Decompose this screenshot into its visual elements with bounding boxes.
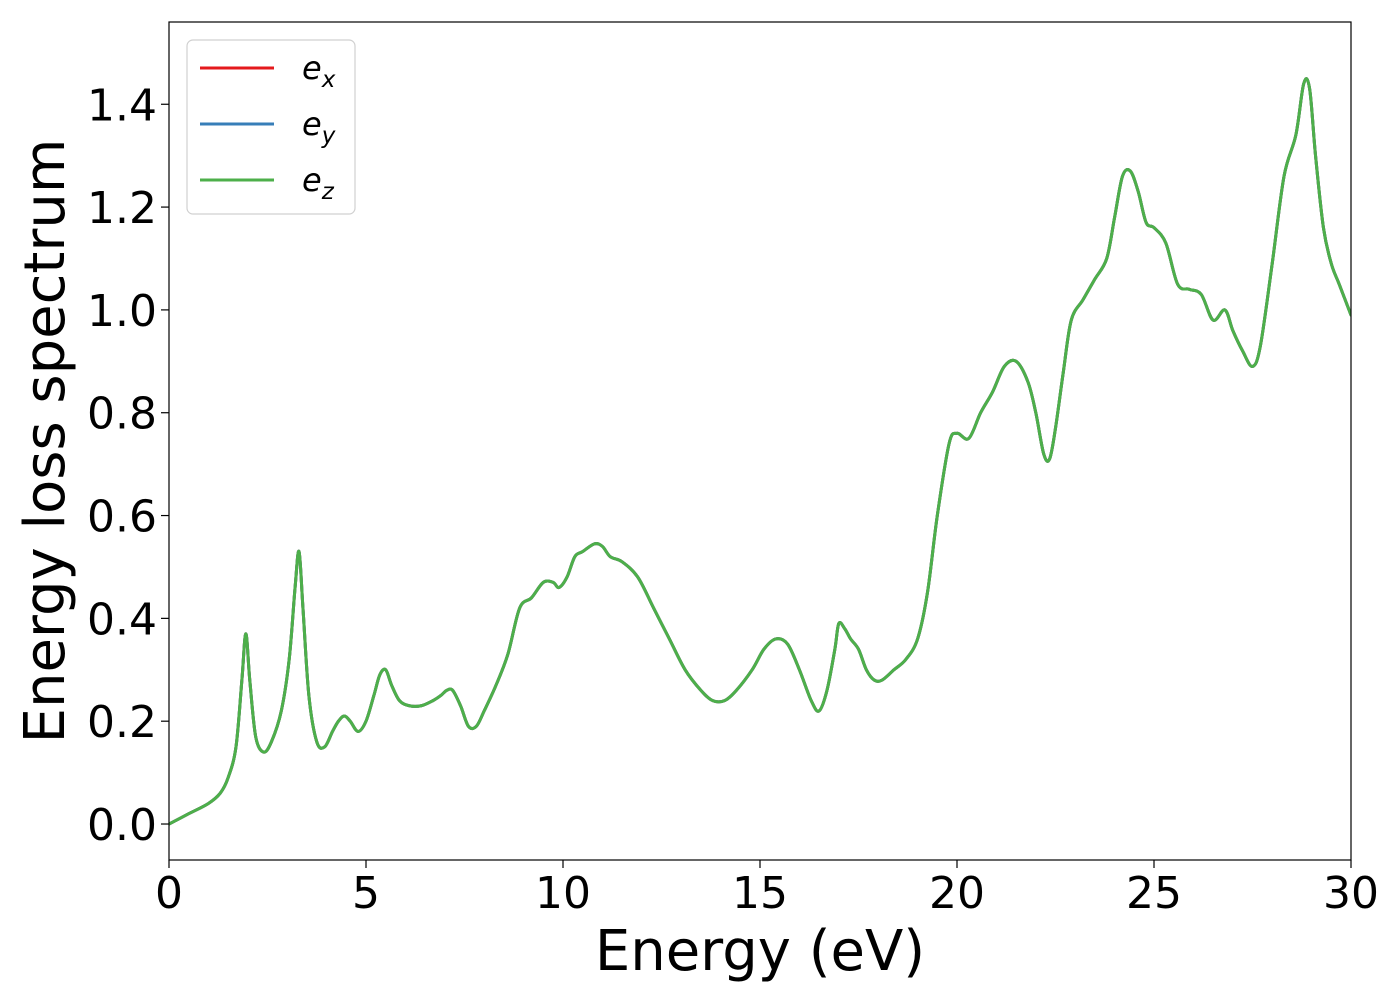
x-axis-label: Energy (eV) [595, 919, 925, 984]
legend-label-ez: ez [302, 161, 335, 205]
legend-label-ex: ex [302, 49, 336, 93]
x-tick-label: 20 [929, 868, 985, 919]
x-tick-label: 5 [352, 868, 380, 919]
y-tick-label: 1.4 [87, 80, 157, 131]
x-tick-label: 15 [732, 868, 788, 919]
series-layer [169, 77, 1351, 826]
y-axis-label: Energy loss spectrum [13, 139, 78, 744]
legend-label-ey: ey [302, 105, 336, 149]
y-tick-label: 0.8 [87, 389, 157, 440]
y-tick-label: 0.0 [87, 800, 157, 851]
legend-box [186, 39, 356, 215]
x-tick-label: 0 [155, 868, 183, 919]
y-axis-ticks: 0.0 0.2 0.4 0.6 0.8 1.0 1.2 1.4 [87, 80, 169, 851]
x-tick-label: 25 [1126, 868, 1182, 919]
series-line-ez [169, 77, 1351, 826]
x-tick-label: 30 [1323, 868, 1379, 919]
y-tick-label: 0.4 [87, 594, 157, 645]
y-tick-label: 0.2 [87, 697, 157, 748]
y-tick-label: 1.0 [87, 286, 157, 337]
legend: ex ey ez [186, 39, 356, 215]
y-tick-label: 0.6 [87, 492, 157, 543]
x-tick-label: 10 [535, 868, 591, 919]
x-axis-ticks: 0 5 10 15 20 25 30 [155, 860, 1379, 919]
y-tick-label: 1.2 [87, 183, 157, 234]
